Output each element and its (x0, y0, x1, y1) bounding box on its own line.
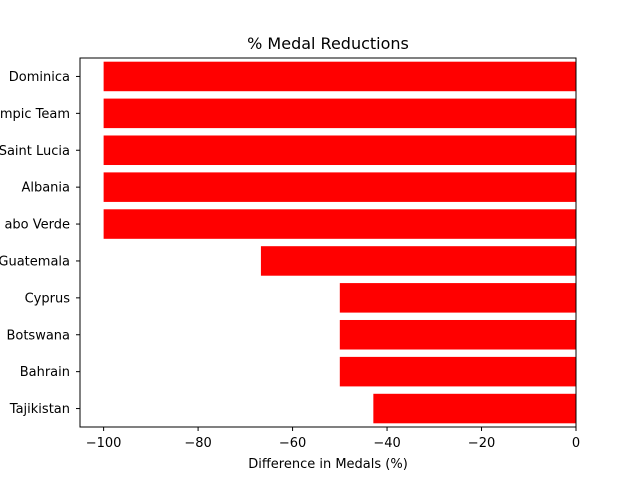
bar-guatemala (260, 246, 576, 276)
bar-saint-lucia (103, 135, 576, 166)
bar-albania (103, 172, 576, 202)
bar-abo-verde (103, 209, 576, 239)
x-tick-label: 0 (572, 436, 580, 451)
bar-tajikistan (373, 393, 576, 424)
y-tick-label: Tajikistan (9, 402, 70, 417)
bar-dominica (103, 61, 576, 92)
y-tick-label: Saint Lucia (0, 144, 70, 159)
y-tick-label: Dominica (9, 70, 70, 85)
bar-mpic-team (103, 98, 576, 129)
y-tick-label: abo Verde (4, 218, 70, 233)
bars-group (103, 61, 576, 424)
x-axis-label: Difference in Medals (%) (248, 457, 408, 472)
x-tick-label: −80 (184, 436, 211, 451)
y-tick-label: Guatemala (0, 254, 70, 269)
y-tick-label: Bahrain (20, 365, 70, 380)
chart-title: % Medal Reductions (247, 34, 409, 53)
bar-bahrain (339, 356, 576, 387)
x-tick-label: −20 (468, 436, 495, 451)
y-tick-label: Cyprus (25, 291, 71, 306)
x-tick-label: −100 (86, 436, 122, 451)
y-tick-label: mpic Team (0, 107, 70, 122)
bar-botswana (339, 319, 576, 350)
y-tick-label: Albania (21, 181, 70, 196)
y-ticks: Dominica mpic Team Saint Lucia Albania abo V… (0, 70, 80, 417)
bar-cyprus (339, 283, 576, 313)
y-tick-label: Botswana (6, 328, 70, 343)
plot-frame (79, 57, 577, 428)
x-tick-label: −40 (373, 436, 400, 451)
x-ticks: −100 −80 −60 −40 −20 0 (86, 427, 580, 451)
x-tick-label: −60 (279, 436, 306, 451)
